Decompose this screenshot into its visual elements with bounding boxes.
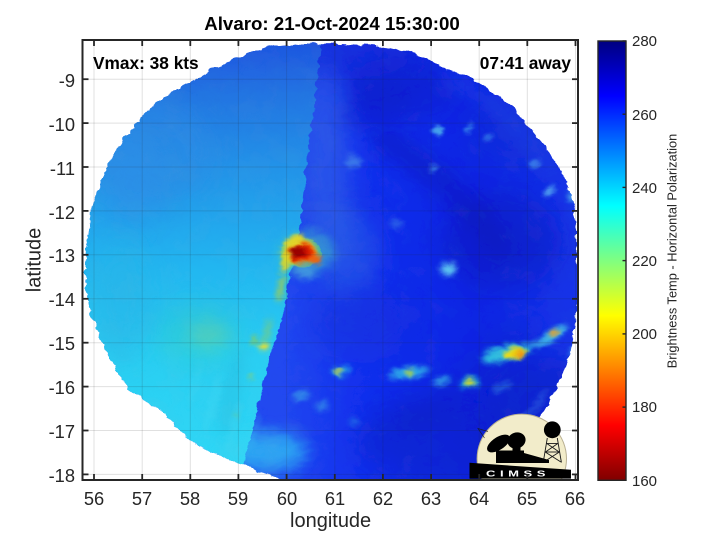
svg-text:CIMSS: CIMSS — [486, 468, 550, 478]
